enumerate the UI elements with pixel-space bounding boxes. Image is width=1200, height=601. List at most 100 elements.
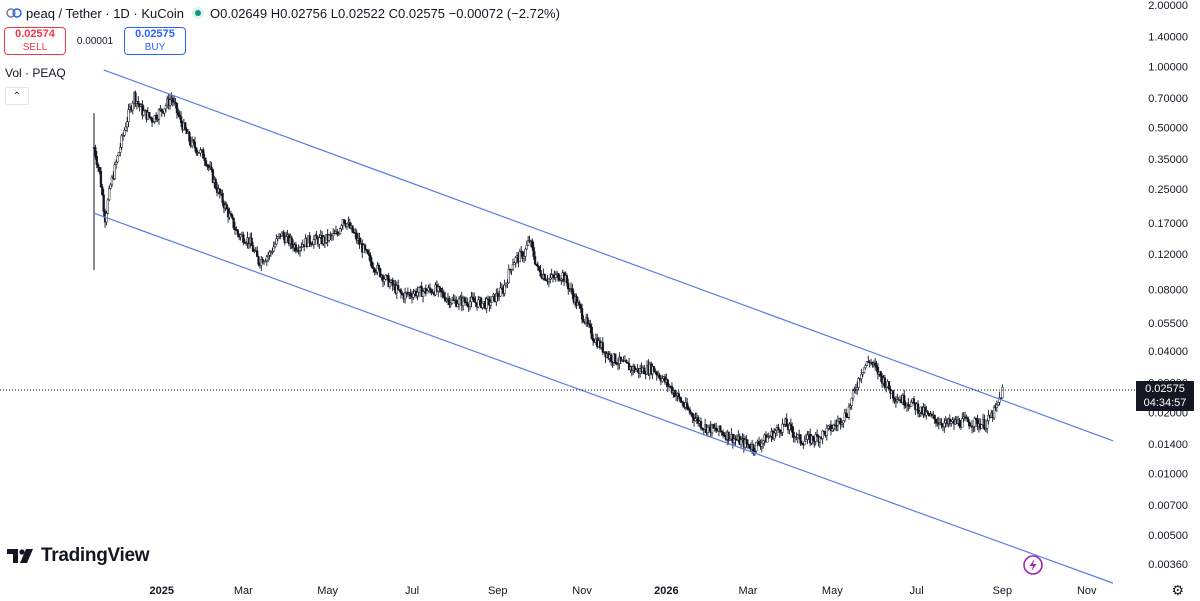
candle-body [788,423,791,430]
candle-body [614,353,617,364]
candle-body [551,274,555,277]
candle-body [175,103,179,113]
candle-body [739,439,743,445]
candle-body [799,434,802,444]
candle-body [694,418,697,421]
candle-body [101,186,104,196]
candle-body [351,225,354,233]
lightning-icon[interactable] [1023,555,1043,575]
candle-body [409,292,412,296]
candle-body [399,289,403,294]
gear-icon[interactable]: ⚙ [1171,582,1184,598]
channel-upper-line[interactable] [103,69,1114,442]
last-price-label: 0.02575 [1145,383,1185,395]
candle-body [257,256,260,265]
candle-body [203,157,206,161]
candle-body [376,265,379,273]
candle-body [879,371,882,377]
candle-body [980,424,983,429]
candle-body [363,244,367,250]
candle-body [673,390,676,397]
candle-body [110,176,114,186]
y-tick-label: 0.00500 [1148,530,1188,542]
sell-button[interactable]: 0.02574 SELL [4,27,66,55]
candle-body [383,278,386,282]
candle-body [264,260,267,262]
trade-panel: 0.02574 SELL 0.00001 0.02575 BUY [4,27,186,55]
candle-body [94,147,97,157]
candle-body [137,101,140,105]
candle-body [370,261,374,268]
candle-body [757,441,761,445]
candle-body [634,369,638,372]
candle-body [99,170,103,188]
candle-body [114,161,118,165]
candle-body [522,256,526,259]
candle-body [474,301,477,304]
candle-body [526,240,530,246]
candle-body [842,420,845,424]
candle-body [885,386,888,388]
ohlc-close: C0.02575 [388,5,446,21]
candle-body [827,425,830,429]
candle-body [851,390,855,399]
candle-body [195,147,198,154]
candle-body [586,317,589,324]
candle-body [96,164,100,168]
last-price-tag: 0.02575 04:34:57 [1136,381,1194,411]
candle-body [141,104,144,116]
y-tick-label: 2.00000 [1148,0,1188,12]
candle-body [211,169,215,183]
candle-body [892,390,895,399]
candle-body [397,285,400,290]
candle-body [315,235,318,239]
candle-body [778,429,781,434]
candle-body [875,365,878,368]
candle-body [679,396,682,402]
tradingview-logo[interactable]: TradingView [7,545,150,567]
ohlc-open: O0.02649 [210,5,268,21]
candle-body [185,128,188,135]
candle-body [539,269,542,276]
candle-body [463,297,466,303]
candle-body [272,246,275,252]
candle-body [850,397,853,406]
chevron-up-icon: ⌃ [12,90,22,102]
candle-body [840,422,844,425]
candle-body [536,264,539,267]
volume-legend[interactable]: Vol · PEAQ [5,66,66,80]
candle-body [728,438,732,441]
candle-body [131,102,134,111]
collapse-legend-button[interactable]: ⌃ [5,87,29,105]
price-axis[interactable]: 2.00000 1.40000 1.00000 0.70000 0.50000 0.350… [1148,0,1188,571]
candle-body [379,268,382,278]
candle-body [587,323,591,325]
buy-button[interactable]: 0.02575 BUY [124,27,186,55]
candle-body [168,99,172,106]
candle-body [685,402,689,409]
trend-channel[interactable] [93,69,1114,584]
time-axis[interactable]: 2025 Mar May Jul Sep Nov 2026 Mar May Jul Sep Nov [150,585,1098,597]
candle-body [836,420,840,426]
symbol-title[interactable]: peaq / Tether · 1D · KuCoin [26,5,185,21]
y-tick-label: 0.35000 [1148,154,1188,166]
candle-body [486,298,490,300]
channel-lower-line[interactable] [93,212,1114,584]
candle-body [832,424,835,430]
candle-body [448,298,451,306]
candle-body [916,403,920,414]
candle-body [538,266,541,271]
candle-body [123,129,126,136]
candle-body [762,440,765,444]
candle-body [923,407,927,416]
compare-symbol-icon[interactable] [6,7,22,19]
candle-body [554,274,557,278]
candle-body [276,236,280,239]
candle-body [815,434,819,437]
candle-body [244,242,248,245]
candle-body [625,360,628,363]
candle-body [674,395,678,397]
candle-body [250,237,253,246]
tradingview-logo-icon [7,549,33,563]
